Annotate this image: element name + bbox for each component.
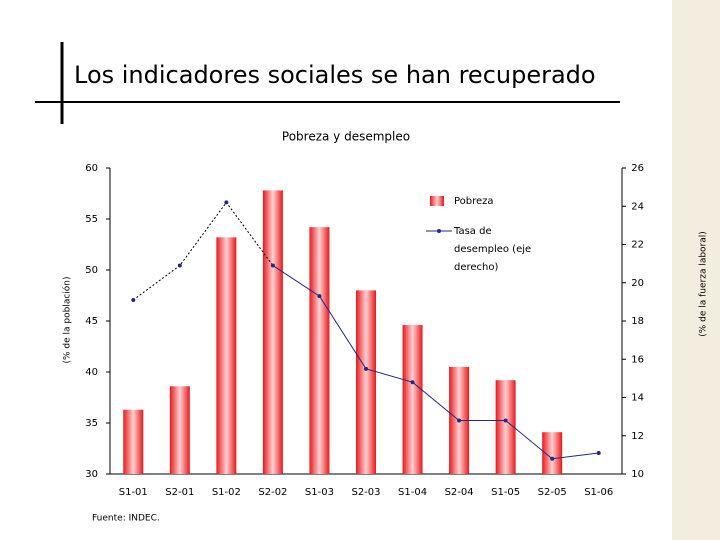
bar xyxy=(169,386,190,474)
point xyxy=(457,418,462,423)
bar xyxy=(216,237,237,474)
legend-swatch xyxy=(437,229,441,233)
y-tick-label: 40 xyxy=(85,367,98,378)
chart-title: Pobreza y desempleo xyxy=(282,130,410,144)
x-tick-label: S2-03 xyxy=(351,487,380,498)
point xyxy=(550,456,555,461)
x-tick-label: S1-06 xyxy=(584,487,613,498)
point xyxy=(270,263,275,268)
x-tick-label: S2-01 xyxy=(165,487,194,498)
point xyxy=(177,263,182,268)
y-tick-label: 30 xyxy=(85,469,98,480)
bar xyxy=(262,190,283,474)
y2-tick-label: 10 xyxy=(631,469,644,480)
y-axis-label: (% de la población) xyxy=(62,276,73,363)
x-tick-label: S2-04 xyxy=(445,487,474,498)
y2-tick-label: 26 xyxy=(631,163,644,174)
point xyxy=(364,366,368,371)
legend-entry: Tasa de desempleo (eje derecho) xyxy=(454,226,532,273)
legend-entry: Pobreza xyxy=(454,196,494,207)
legend-swatch xyxy=(430,196,444,206)
y2-tick-label: 22 xyxy=(631,240,644,251)
x-tick-label: S1-02 xyxy=(212,487,241,498)
y2-tick-label: 20 xyxy=(631,278,644,289)
point xyxy=(596,450,601,455)
point xyxy=(317,294,322,299)
y-tick-label: 45 xyxy=(85,316,98,327)
y2-tick-label: 12 xyxy=(631,431,644,442)
bar xyxy=(356,290,376,474)
source: Fuente: INDEC. xyxy=(92,514,160,524)
series-line xyxy=(132,201,274,301)
x-tick-label: S1-03 xyxy=(305,487,334,498)
bar xyxy=(402,325,423,474)
y-tick-label: 35 xyxy=(85,418,98,429)
decoration xyxy=(672,0,720,540)
y-tick-label: 50 xyxy=(85,265,98,276)
slide-title: Los indicadores sociales se han recupera… xyxy=(74,61,596,89)
y2-tick-label: 14 xyxy=(631,393,644,404)
y-tick-label: 60 xyxy=(85,163,98,174)
x-tick-label: S2-05 xyxy=(538,487,567,498)
x-tick-label: S2-02 xyxy=(258,487,287,498)
point xyxy=(224,200,229,205)
bar xyxy=(123,409,144,474)
x-tick-label: S1-04 xyxy=(398,487,427,498)
x-tick-label: S1-01 xyxy=(119,487,148,498)
bar xyxy=(542,432,563,474)
y2-tick-label: 18 xyxy=(631,316,644,327)
x-tick-label: S1-05 xyxy=(491,487,520,498)
y2-tick-label: 16 xyxy=(631,354,644,365)
y-tick-label: 55 xyxy=(85,214,98,225)
point xyxy=(410,380,415,385)
y2-axis-label: (% de la fuerza laboral) xyxy=(699,231,709,337)
point xyxy=(131,297,136,302)
y2-tick-label: 24 xyxy=(631,201,644,212)
point xyxy=(503,418,508,423)
bar xyxy=(495,380,516,474)
series-line xyxy=(272,265,599,460)
bar xyxy=(309,227,330,474)
